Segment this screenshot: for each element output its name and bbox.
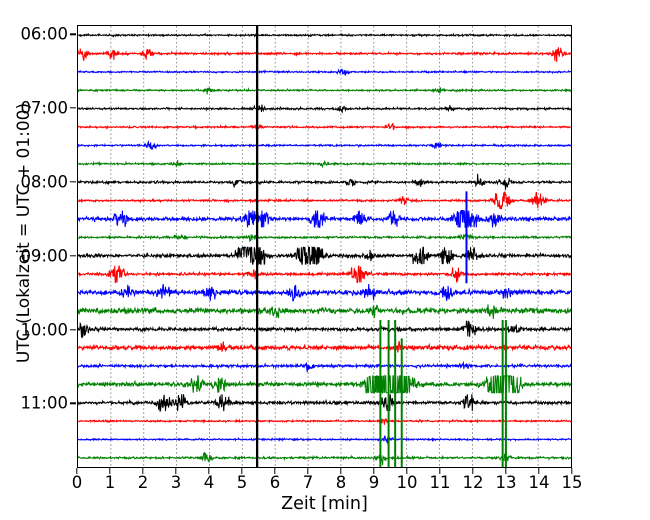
trace-line [78, 139, 571, 151]
x-tick-mark [142, 468, 144, 474]
x-tick-label: 6 [269, 473, 281, 492]
trace-line [78, 87, 571, 95]
x-tick-mark [406, 468, 408, 474]
y-tick-mark [70, 107, 76, 109]
trace-line [78, 47, 571, 63]
trace-line [78, 340, 571, 353]
x-tick-mark [241, 468, 243, 474]
x-tick-mark [472, 468, 474, 474]
y-tick-label: 06:00 [20, 24, 68, 44]
trace-line [78, 417, 571, 425]
x-tick-mark [76, 468, 78, 474]
y-tick-mark [70, 328, 76, 331]
x-tick-label: 12 [462, 473, 484, 492]
trace-line [78, 360, 571, 373]
trace-line [78, 246, 571, 266]
y-tick-mark [70, 402, 76, 405]
trace-line [78, 32, 571, 38]
x-tick-label: 5 [236, 473, 248, 492]
x-tick-mark [538, 468, 540, 474]
x-tick-label: 11 [429, 473, 451, 492]
x-axis-label: Zeit [min] [281, 494, 368, 514]
x-tick-label: 2 [137, 473, 149, 492]
trace-line [78, 320, 571, 338]
plot-area [77, 25, 572, 468]
trace-line [78, 451, 571, 466]
x-tick-mark [307, 468, 309, 474]
x-tick-label: 4 [203, 473, 215, 492]
trace-line [78, 265, 571, 284]
x-tick-label: 9 [368, 473, 380, 492]
x-tick-mark [505, 468, 507, 474]
trace-line [78, 394, 571, 412]
x-tick-label: 15 [561, 473, 583, 492]
x-axis-tick-labels: 0 1 2 3 4 5 6 7 8 9 10 11 12 13 14 15 [72, 473, 583, 499]
y-tick-mark [70, 33, 76, 35]
trace-line [78, 283, 571, 302]
x-tick-mark [439, 468, 441, 474]
y-axis-tick-labels: 06:00 07:00 08:00 09:00 10:00 11:00 [0, 25, 68, 468]
x-tick-mark [373, 468, 375, 474]
x-tick-mark [274, 468, 276, 474]
x-tick-label: 3 [170, 473, 182, 492]
trace-line [78, 191, 571, 210]
x-tick-label: 8 [335, 473, 347, 492]
x-tick-label: 10 [396, 473, 418, 492]
y-tick-mark [70, 181, 76, 183]
y-tick-label: 09:00 [20, 246, 68, 266]
trace-line [78, 68, 571, 76]
y-tick-label: 11:00 [20, 393, 68, 413]
trace-line [78, 159, 571, 169]
x-tick-mark [208, 468, 210, 474]
seismic-traces [78, 26, 571, 467]
x-tick-label: 14 [528, 473, 550, 492]
x-tick-label: 7 [302, 473, 314, 492]
trace-line [78, 435, 571, 445]
trace-line [78, 104, 571, 114]
trace-line [78, 374, 571, 394]
trace-line [78, 122, 571, 131]
y-tick-label: 10:00 [20, 320, 68, 340]
x-tick-mark [109, 468, 111, 474]
x-tick-mark [340, 468, 342, 474]
y-tick-label: 08:00 [20, 172, 68, 192]
x-tick-label: 13 [495, 473, 517, 492]
x-tick-mark [175, 468, 177, 474]
trace-line [78, 232, 571, 243]
y-tick-label: 07:00 [20, 98, 68, 118]
x-tick-label: 0 [71, 473, 83, 492]
x-tick-label: 1 [104, 473, 116, 492]
trace-line [78, 304, 571, 320]
trace-line [78, 209, 571, 228]
trace-line [78, 173, 571, 190]
x-tick-mark [571, 468, 573, 474]
y-tick-mark [70, 255, 76, 257]
